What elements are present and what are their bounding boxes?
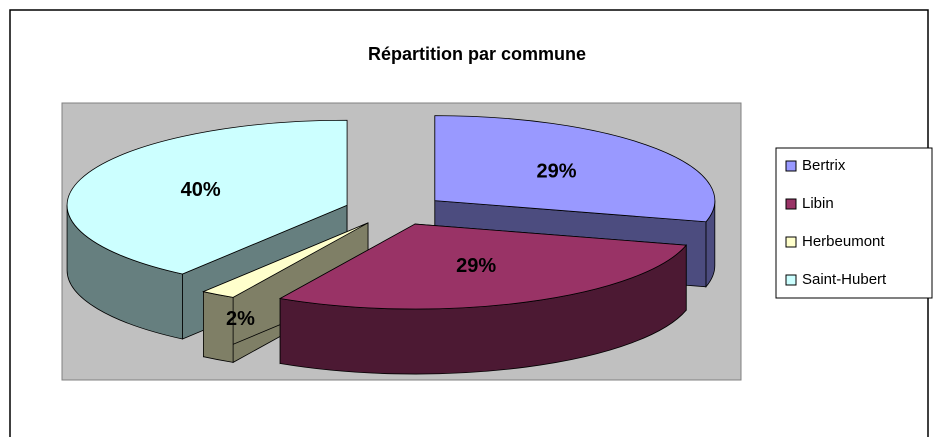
- legend-label: Bertrix: [802, 157, 846, 174]
- legend-swatch: [785, 274, 797, 286]
- slice-top: [202, 222, 369, 298]
- legend-label: Herbeumont: [802, 233, 885, 250]
- legend-label: Saint-Hubert: [802, 271, 887, 288]
- data-label: 40%: [181, 179, 221, 201]
- chart-title: Répartition par commune: [368, 44, 586, 64]
- legend: [775, 147, 933, 299]
- data-label: 2%: [226, 308, 255, 330]
- legend-label: Libin: [802, 195, 834, 212]
- slice-top: [278, 223, 688, 310]
- data-label: 29%: [536, 160, 576, 182]
- data-label: 29%: [456, 255, 496, 277]
- slice-top: [434, 115, 716, 223]
- legend-swatch: [785, 198, 797, 210]
- legend-swatch: [785, 236, 797, 248]
- legend-swatch: [785, 160, 797, 172]
- slice-top: [66, 119, 348, 275]
- slice: [278, 223, 688, 375]
- slice: [202, 222, 369, 364]
- pie: 29% 29% 2% 40%: [66, 115, 716, 375]
